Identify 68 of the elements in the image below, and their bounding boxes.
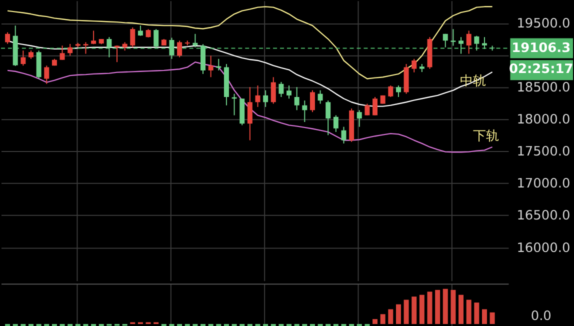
candlestick [278, 81, 284, 98]
y-tick-label: 18500.0 [516, 80, 570, 96]
bar [372, 319, 378, 324]
bar [458, 294, 464, 324]
bar [388, 309, 394, 324]
candlestick [60, 45, 65, 60]
candlestick [326, 100, 331, 136]
bar [450, 290, 456, 324]
y-tick-label: 17000.0 [516, 176, 570, 192]
annotation: 下轨 [473, 129, 500, 144]
candlestick [154, 28, 159, 48]
bar [442, 288, 448, 324]
bar [396, 304, 401, 324]
candlestick [255, 84, 260, 108]
candlestick [388, 84, 394, 98]
candlestick [208, 55, 214, 78]
bar [380, 314, 386, 324]
candlestick [247, 86, 252, 141]
candlestick [44, 65, 50, 84]
candlestick [333, 114, 338, 132]
candlestick [216, 58, 222, 71]
candlestick [83, 42, 88, 54]
bar [435, 290, 440, 324]
candlestick [474, 35, 480, 52]
candlestick [270, 76, 276, 104]
ref-line-label: 19106.3 [512, 41, 571, 56]
candlestick [450, 28, 456, 46]
text: 0.0 [530, 309, 552, 324]
candlestick [68, 43, 73, 56]
candlestick [396, 84, 401, 98]
candlestick [114, 44, 120, 63]
candlestick [302, 100, 308, 122]
y-tick-label: 17500.0 [516, 144, 570, 160]
candlestick [5, 32, 10, 44]
y-tick-label: 18000.0 [516, 112, 570, 128]
candlestick [341, 126, 346, 144]
candlestick [106, 36, 112, 58]
bar [412, 296, 417, 324]
candlestick [169, 37, 174, 60]
candlestick [356, 110, 362, 128]
candlestick [286, 84, 292, 100]
candlestick [442, 33, 448, 48]
candlestick [310, 90, 315, 113]
candlestick [130, 26, 136, 48]
candlestick [412, 58, 417, 73]
candlestick [177, 40, 182, 58]
candlestick [192, 33, 198, 48]
candlestick [458, 36, 464, 54]
bar [419, 294, 424, 324]
bar [427, 292, 432, 324]
y-tick-label: 16000.0 [516, 240, 570, 256]
candlestick [364, 103, 370, 116]
bar [490, 312, 495, 324]
candlestick [466, 30, 472, 54]
candlestick [138, 25, 143, 36]
candlestick [263, 90, 268, 108]
candlestick [372, 96, 378, 116]
bar [474, 302, 480, 324]
candlestick [482, 36, 487, 50]
candlestick [20, 50, 26, 66]
y-tick-label: 19500.0 [516, 16, 570, 32]
bar [404, 300, 409, 324]
y-tick-label: 16500.0 [516, 208, 570, 224]
bar [482, 309, 487, 324]
candlestick [91, 30, 96, 45]
candlestick [318, 90, 323, 104]
candlestick [294, 86, 300, 111]
bar [466, 300, 472, 324]
